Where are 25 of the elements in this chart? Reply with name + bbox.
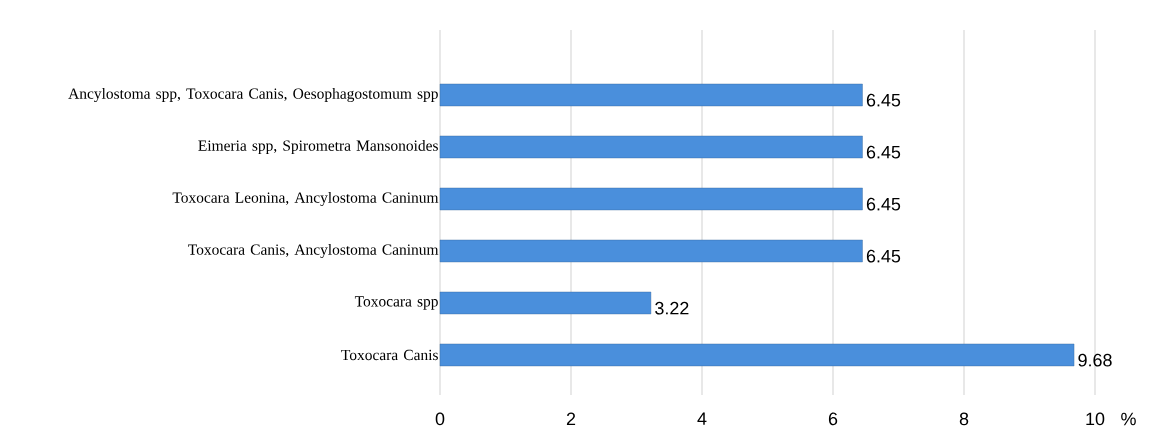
bar <box>439 343 1075 367</box>
x-tick-label: 0 <box>435 412 445 426</box>
x-tick-label: 10 <box>1086 412 1105 426</box>
data-label: 9.68 <box>1078 353 1112 367</box>
data-label: 6.45 <box>866 145 901 159</box>
y-tick-label: Toxocara Canis <box>341 349 438 361</box>
data-label: 6.45 <box>866 93 901 107</box>
x-tick-label: 2 <box>566 412 576 426</box>
x-tick-label: 8 <box>959 412 969 426</box>
y-tick-label: Toxocara Canis, Ancylostoma Caninum <box>188 243 439 258</box>
data-label: 6.45 <box>866 249 901 263</box>
x-tick-label: 6 <box>828 412 838 426</box>
bar <box>439 135 863 159</box>
x-tick-label: 4 <box>697 412 707 425</box>
x-axis-title: % <box>1121 412 1136 426</box>
data-label: 3.22 <box>655 301 689 315</box>
bar <box>439 291 652 315</box>
data-label: 6.45 <box>866 197 901 211</box>
y-tick-label: Eimeria spp, Spirometra Mansonoides <box>198 139 438 154</box>
y-tick-label: Ancylostoma spp, Toxocara Canis, Oesophagostomum spp <box>68 87 438 103</box>
y-tick-label: Toxocara Leonina, Ancylostoma Caninum <box>172 191 439 206</box>
bar <box>439 83 863 107</box>
y-tick-label: Toxocara spp <box>354 296 438 310</box>
bar <box>439 239 863 263</box>
bar <box>439 187 863 211</box>
